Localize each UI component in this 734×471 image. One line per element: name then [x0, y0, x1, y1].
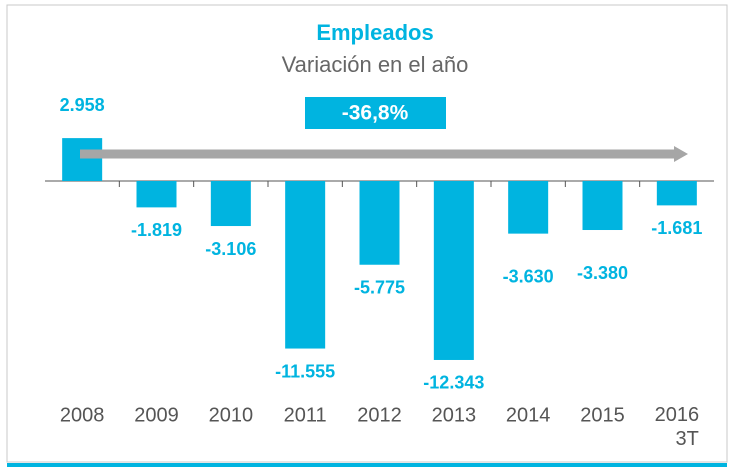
bar	[582, 181, 623, 231]
data-label: -3.380	[577, 263, 628, 283]
x-tick-label: 2016 3T	[655, 404, 700, 450]
data-label: 2.958	[60, 95, 105, 115]
bar	[433, 181, 474, 360]
data-label: -11.555	[275, 361, 335, 381]
trend-arrowhead	[674, 146, 688, 162]
data-label: -5.775	[354, 277, 405, 297]
x-tick-label: 2013	[432, 404, 477, 426]
bar	[62, 138, 103, 181]
bar	[656, 181, 697, 206]
data-label: -1.819	[131, 220, 182, 240]
bar	[508, 181, 549, 234]
data-label: -3.630	[503, 266, 554, 286]
bar	[359, 181, 400, 265]
x-tick-label: 2014	[506, 404, 551, 426]
annotation: -36,8%	[342, 102, 409, 125]
chart-subtitle: Variación en el año	[282, 52, 469, 77]
bar	[136, 181, 177, 208]
bar	[285, 181, 326, 349]
x-tick-label: 2011	[284, 404, 327, 426]
data-label: -3.106	[205, 239, 256, 259]
bar	[210, 181, 251, 227]
data-label: -12.343	[423, 373, 484, 393]
x-tick-label: 2015	[580, 404, 625, 426]
annotation-box	[305, 97, 446, 129]
x-tick-label: 2009	[134, 404, 179, 426]
data-label: -1.681	[651, 218, 702, 238]
x-tick-label: 2010	[209, 404, 254, 426]
x-tick-label: 2012	[357, 404, 402, 426]
chart-title: Empleados	[316, 20, 433, 45]
x-tick-label: 2008	[60, 404, 105, 426]
